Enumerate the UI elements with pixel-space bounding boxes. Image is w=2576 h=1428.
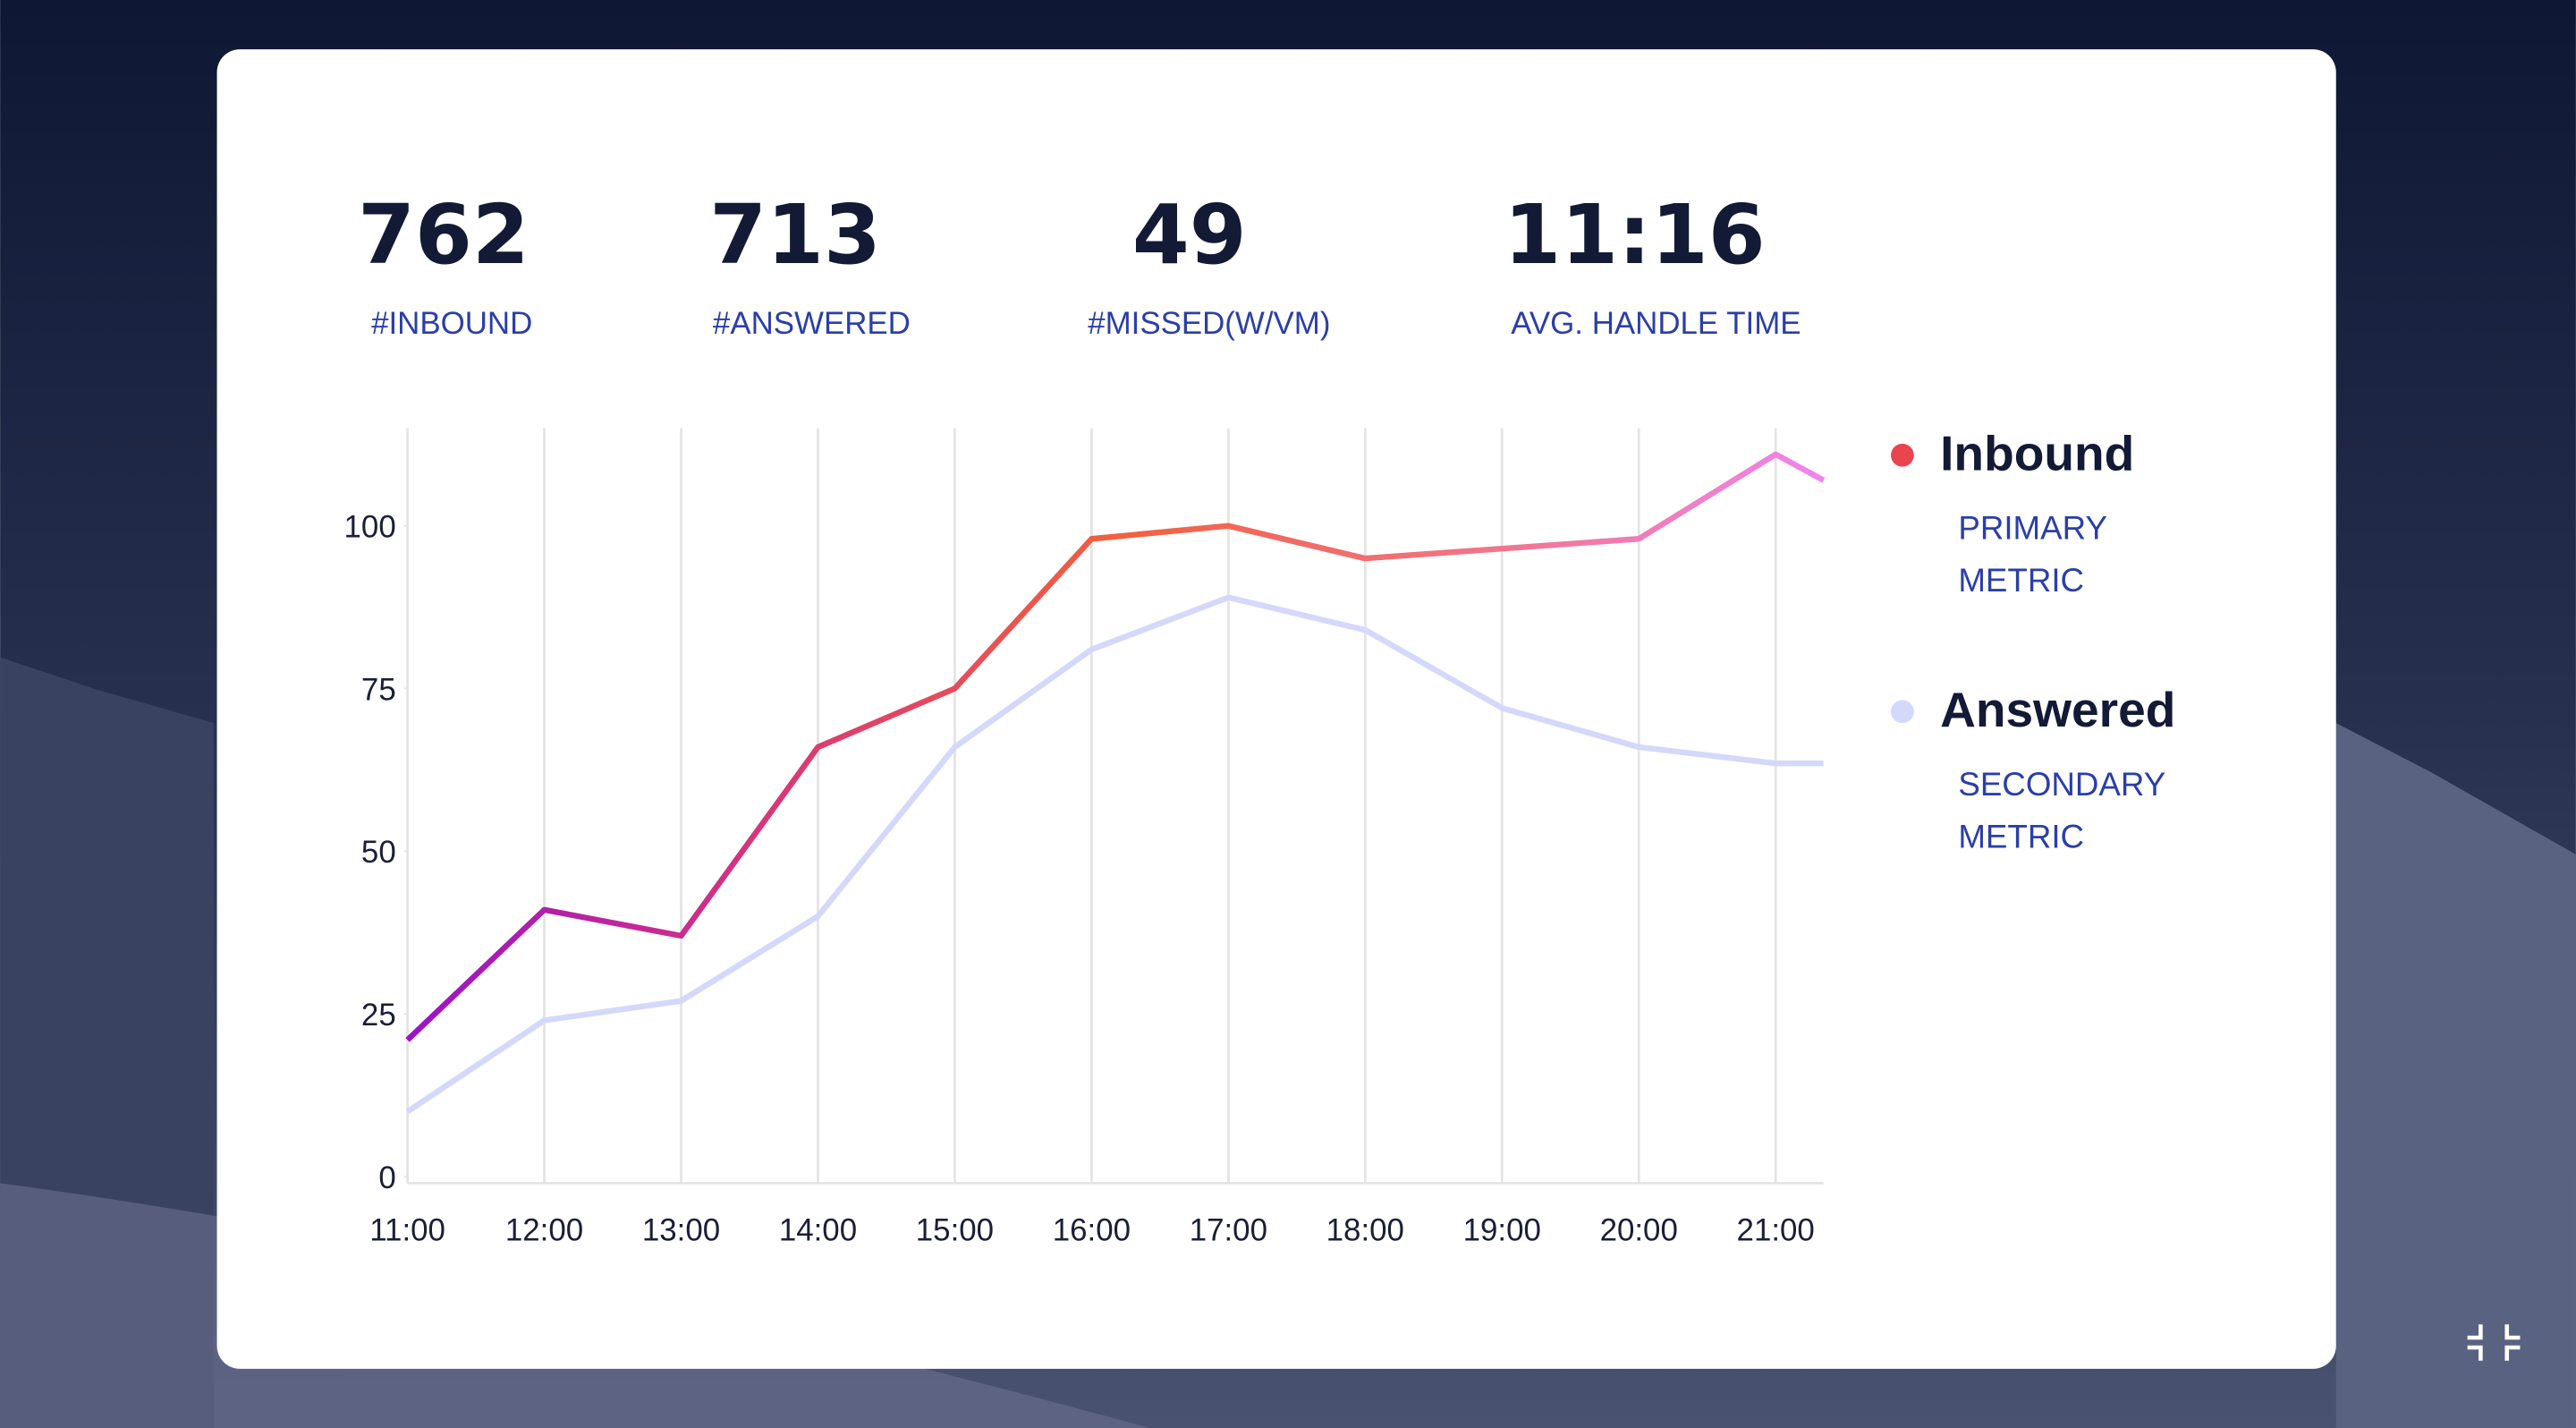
- legend-label: Answered: [1940, 682, 2175, 737]
- x-tick-label: 14:00: [779, 1213, 857, 1248]
- legend-description: METRIC: [1958, 819, 2084, 855]
- stat-label: #ANSWERED: [713, 306, 911, 341]
- y-tick-label: 50: [361, 835, 396, 870]
- stat-value: 713: [709, 187, 881, 283]
- stat-label: #MISSED(W/VM): [1088, 306, 1330, 341]
- x-tick-label: 16:00: [1053, 1213, 1131, 1248]
- series-line: [405, 594, 1824, 1114]
- y-tick-label: 100: [344, 510, 396, 545]
- x-tick-label: 18:00: [1326, 1213, 1404, 1248]
- legend-dot: [1891, 443, 1914, 467]
- card: [216, 49, 2336, 1369]
- y-tick-label: 75: [361, 672, 396, 707]
- y-tick-label: 0: [378, 1160, 395, 1195]
- series-line: [405, 451, 1826, 1042]
- x-tick-label: 15:00: [916, 1213, 994, 1248]
- x-tick-label: 19:00: [1463, 1213, 1541, 1248]
- stat-value: 762: [358, 187, 530, 283]
- stat-label: #INBOUND: [371, 306, 532, 341]
- legend-description: SECONDARY: [1958, 766, 2165, 803]
- stat-value: 49: [1132, 187, 1247, 283]
- collapse-icon[interactable]: [2467, 1324, 2521, 1361]
- x-tick-label: 21:00: [1737, 1213, 1815, 1248]
- legend-dot: [1891, 700, 1914, 724]
- x-tick-label: 12:00: [505, 1213, 583, 1248]
- x-tick-label: 11:00: [369, 1213, 445, 1248]
- x-tick-label: 20:00: [1600, 1213, 1678, 1248]
- legend-description: METRIC: [1958, 562, 2084, 599]
- legend-description: PRIMARY: [1958, 509, 2107, 546]
- stat-value: 11:16: [1504, 187, 1765, 283]
- y-tick-label: 25: [361, 998, 396, 1033]
- legend-label: Inbound: [1940, 425, 2134, 480]
- x-tick-label: 13:00: [642, 1213, 720, 1248]
- stat-label: AVG. HANDLE TIME: [1511, 306, 1801, 341]
- x-tick-label: 17:00: [1190, 1213, 1267, 1248]
- dune: [2335, 723, 2576, 1428]
